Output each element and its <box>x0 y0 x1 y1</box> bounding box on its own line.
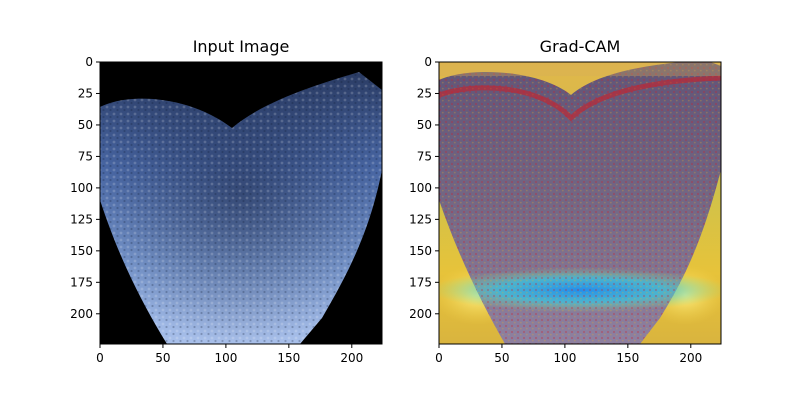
y-tick-label: 150 <box>409 244 432 258</box>
y-tick-label: 100 <box>409 181 432 195</box>
x-tick-label: 0 <box>96 351 104 365</box>
y-tick-label: 125 <box>70 212 93 226</box>
y-tick-label: 50 <box>417 118 432 132</box>
y-tick-label: 25 <box>417 86 432 100</box>
axes: 0 50 100 150 200 0 25 50 75 100 125 150 175 200 <box>70 55 363 365</box>
panel-grad-cam: Grad-CAM 0 50 100 150 200 0 25 50 75 100 125 150 175… <box>409 37 722 365</box>
y-tick-label: 75 <box>78 149 93 163</box>
y-tick-label: 50 <box>78 118 93 132</box>
y-tick-label: 200 <box>70 307 93 321</box>
y-tick-label: 150 <box>70 244 93 258</box>
y-tick-label: 0 <box>85 55 93 69</box>
x-tick-label: 100 <box>553 351 576 365</box>
y-tick-label: 175 <box>409 275 432 289</box>
image-grad-cam <box>439 62 721 344</box>
axes-frame <box>99 61 383 345</box>
x-tick-label: 200 <box>679 351 702 365</box>
panel-title: Input Image <box>193 37 290 56</box>
x-tick-label: 150 <box>616 351 639 365</box>
axes: 0 50 100 150 200 0 25 50 75 100 125 150 175 200 <box>409 55 702 365</box>
y-tick-label: 125 <box>409 212 432 226</box>
y-tick-label: 75 <box>417 149 432 163</box>
axes-frame <box>438 61 722 345</box>
x-tick-label: 50 <box>494 351 509 365</box>
y-tick-label: 25 <box>78 86 93 100</box>
x-tick-label: 200 <box>340 351 363 365</box>
x-tick-label: 50 <box>155 351 170 365</box>
panel-title: Grad-CAM <box>540 37 621 56</box>
panel-input-image: Input Image 0 50 100 150 200 0 25 50 75 100 125 150… <box>70 37 383 365</box>
y-tick-label: 0 <box>424 55 432 69</box>
x-tick-label: 0 <box>435 351 443 365</box>
y-tick-label: 200 <box>409 307 432 321</box>
image-input <box>100 62 382 344</box>
x-tick-label: 100 <box>214 351 237 365</box>
y-tick-label: 175 <box>70 275 93 289</box>
y-tick-label: 100 <box>70 181 93 195</box>
x-tick-label: 150 <box>277 351 300 365</box>
